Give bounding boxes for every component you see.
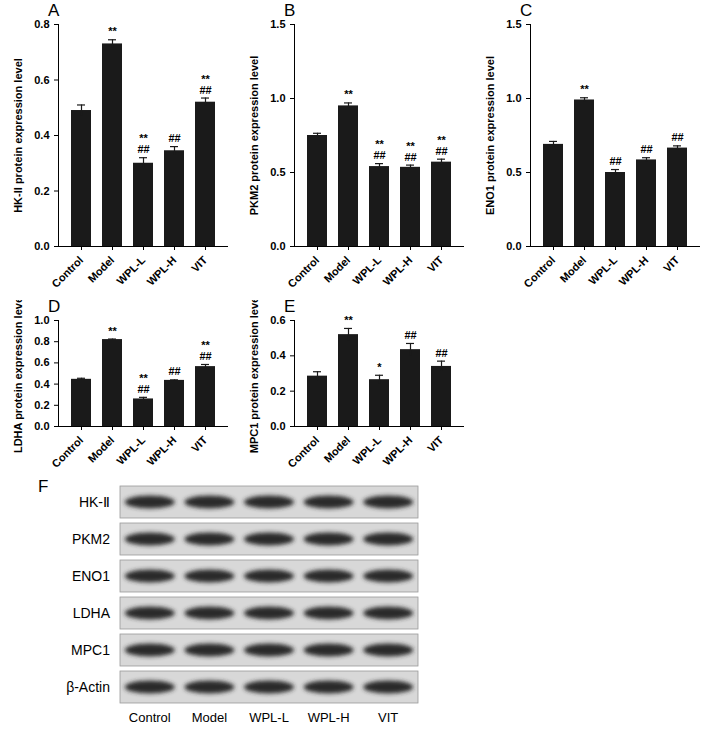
svg-text:HK-II protein expression level: HK-II protein expression level [12, 58, 24, 213]
svg-text:##: ## [199, 84, 211, 96]
svg-text:WPL-L: WPL-L [114, 254, 147, 287]
svg-text:1.5: 1.5 [270, 18, 285, 30]
svg-text:Control: Control [521, 254, 557, 290]
html-text:A: A [48, 1, 60, 20]
svg-text:VIT: VIT [378, 710, 398, 725]
svg-text:0.2: 0.2 [34, 185, 49, 197]
svg-text:0.5: 0.5 [270, 166, 285, 178]
svg-text:Model: Model [557, 254, 588, 285]
svg-text:Model: Model [321, 254, 352, 285]
svg-text:WPL-H: WPL-H [308, 710, 350, 725]
svg-text:##: ## [404, 329, 416, 341]
svg-text:##: ## [168, 132, 180, 144]
svg-text:##: ## [640, 143, 652, 155]
svg-text:**: ** [139, 132, 148, 144]
svg-text:0.0: 0.0 [506, 240, 521, 252]
svg-text:0.0: 0.0 [34, 240, 49, 252]
svg-text:F: F [38, 478, 48, 496]
svg-text:**: ** [108, 25, 117, 37]
svg-text:WPL-L: WPL-L [350, 254, 383, 287]
svg-text:Model: Model [192, 710, 228, 725]
svg-text:VIT: VIT [189, 254, 210, 275]
svg-text:LDHA: LDHA [73, 605, 111, 621]
svg-text:0.5: 0.5 [506, 166, 521, 178]
svg-text:WPL-H: WPL-H [380, 434, 414, 468]
svg-text:1.0: 1.0 [34, 314, 49, 326]
svg-text:VIT: VIT [189, 434, 210, 455]
svg-text:##: ## [373, 149, 385, 161]
svg-text:WPL-H: WPL-H [380, 254, 414, 288]
svg-text:**: ** [406, 140, 415, 152]
svg-text:MPC1 protein expression level: MPC1 protein expression level [248, 300, 260, 453]
svg-text:**: ** [344, 88, 353, 100]
svg-text:**: ** [139, 372, 148, 384]
svg-text:*: * [377, 361, 382, 373]
svg-text:WPL-L: WPL-L [350, 434, 383, 467]
svg-text:HK-Ⅱ: HK-Ⅱ [79, 494, 110, 510]
svg-text:WPL-L: WPL-L [586, 254, 619, 287]
html-text:D: D [48, 297, 61, 316]
svg-text:0.6: 0.6 [270, 314, 285, 326]
svg-text:WPL-H: WPL-H [144, 434, 178, 468]
svg-text:1.5: 1.5 [506, 18, 521, 30]
html-text:E: E [284, 297, 296, 316]
svg-text:##: ## [435, 145, 447, 157]
svg-text:0.4: 0.4 [34, 129, 50, 141]
svg-text:0.2: 0.2 [270, 385, 285, 397]
svg-text:0.4: 0.4 [34, 378, 50, 390]
svg-text:MPC1: MPC1 [71, 642, 110, 658]
svg-text:ENO1 protein expression level: ENO1 protein expression level [484, 56, 496, 215]
svg-text:PKM2 protein expression level: PKM2 protein expression level [248, 56, 260, 216]
svg-text:0.6: 0.6 [34, 356, 49, 368]
svg-text:Control: Control [49, 434, 85, 470]
svg-text:WPL-L: WPL-L [114, 434, 147, 467]
svg-text:Control: Control [285, 254, 321, 290]
svg-text:Control: Control [285, 434, 321, 470]
svg-text:WPL-L: WPL-L [249, 710, 289, 725]
svg-text:##: ## [137, 383, 149, 395]
svg-text:PKM2: PKM2 [72, 531, 110, 547]
svg-text:**: ** [580, 83, 589, 95]
svg-text:WPL-H: WPL-H [144, 254, 178, 288]
svg-text:**: ** [201, 73, 210, 85]
svg-text:**: ** [375, 138, 384, 150]
svg-text:Model: Model [85, 254, 116, 285]
svg-text:**: ** [108, 325, 117, 337]
svg-text:Control: Control [129, 710, 171, 725]
svg-text:1.0: 1.0 [506, 92, 521, 104]
svg-text:##: ## [199, 350, 211, 362]
svg-text:1.0: 1.0 [270, 92, 285, 104]
svg-text:WPL-H: WPL-H [616, 254, 650, 288]
svg-text:ENO1: ENO1 [72, 568, 110, 584]
svg-text:##: ## [137, 143, 149, 155]
svg-text:VIT: VIT [661, 254, 682, 275]
svg-text:##: ## [168, 365, 180, 377]
svg-text:**: ** [344, 314, 353, 326]
svg-text:Model: Model [321, 434, 352, 465]
svg-text:0.2: 0.2 [34, 399, 49, 411]
svg-text:β-Actin: β-Actin [66, 679, 110, 695]
svg-text:LDHA protein expression level: LDHA protein expression level [12, 300, 24, 453]
svg-text:Control: Control [49, 254, 85, 290]
svg-text:0.8: 0.8 [34, 335, 49, 347]
svg-text:##: ## [609, 155, 621, 167]
svg-text:0.0: 0.0 [34, 420, 49, 432]
svg-text:0.0: 0.0 [270, 420, 285, 432]
svg-text:0.8: 0.8 [34, 18, 49, 30]
svg-text:0.4: 0.4 [270, 349, 286, 361]
svg-text:Model: Model [85, 434, 116, 465]
svg-text:##: ## [671, 131, 683, 143]
svg-text:0.6: 0.6 [34, 74, 49, 86]
svg-text:VIT: VIT [425, 254, 446, 275]
svg-text:VIT: VIT [425, 434, 446, 455]
svg-text:0.0: 0.0 [270, 240, 285, 252]
html-text:C: C [520, 1, 533, 20]
svg-text:##: ## [404, 151, 416, 163]
svg-text:##: ## [435, 347, 447, 359]
svg-text:**: ** [437, 134, 446, 146]
svg-text:**: ** [201, 339, 210, 351]
html-text:B: B [284, 1, 296, 20]
